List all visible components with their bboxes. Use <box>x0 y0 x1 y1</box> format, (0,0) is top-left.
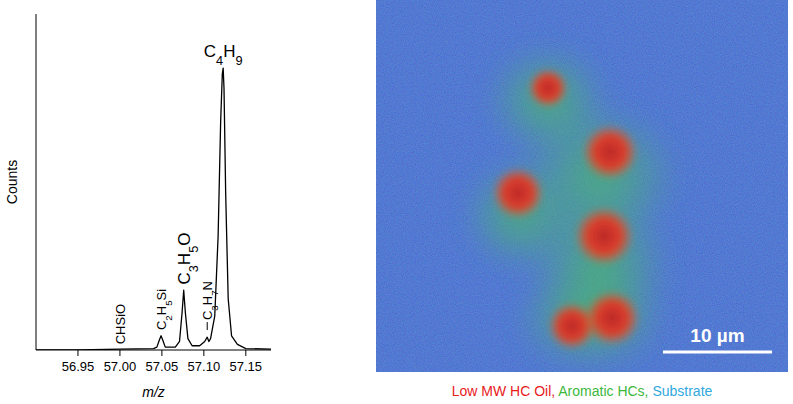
plot-area <box>36 68 271 350</box>
oil-droplets <box>492 68 640 350</box>
x-tick <box>77 350 78 356</box>
peak-label: CHSiO <box>113 304 128 344</box>
droplet <box>528 68 568 108</box>
droplet <box>582 124 638 180</box>
scale-bar <box>663 351 772 354</box>
image-legend: Low MW HC Oil, Aromatic HCs, Substrate <box>452 383 713 399</box>
legend-entry: Aromatic HCs, <box>555 383 648 399</box>
spectrum-chart: 56.95 57.00 57.05 57.10 57.15 m/z Counts CHSiO C… <box>4 14 271 400</box>
legend-entry: Substrate <box>649 383 713 399</box>
x-tick <box>119 350 120 356</box>
x-tick-label: 57.00 <box>104 359 137 374</box>
x-tick <box>203 350 204 356</box>
peak-label: C4H9 <box>204 42 243 68</box>
peak-label: C3H5O <box>175 233 201 285</box>
image-ground <box>376 0 788 372</box>
y-axis <box>36 14 37 350</box>
x-axis <box>36 350 271 351</box>
annotation-leader <box>207 322 208 330</box>
droplet <box>574 206 634 266</box>
legend-entry: Low MW HC Oil, <box>452 383 555 399</box>
figure: 56.95 57.00 57.05 57.10 57.15 m/z Counts CHSiO C… <box>0 0 793 404</box>
x-axis-title: m/z <box>142 384 165 400</box>
spectrum-line <box>36 68 271 350</box>
x-tick <box>245 350 246 356</box>
x-tick-label: 56.95 <box>62 359 95 374</box>
x-tick-label: 57.15 <box>230 359 263 374</box>
droplet <box>584 290 640 346</box>
x-tick-label: 57.10 <box>188 359 221 374</box>
x-tick <box>161 350 162 356</box>
peak-label: C2H5Si <box>154 289 174 330</box>
aromatic-region <box>465 45 680 370</box>
image-noise <box>376 0 788 372</box>
peak-label: C3H7N <box>200 281 220 320</box>
droplet <box>492 167 544 219</box>
scale-bar-label: 10 µm <box>690 325 744 346</box>
x-tick-label: 57.05 <box>146 359 179 374</box>
chemical-image <box>376 0 788 372</box>
y-axis-title: Counts <box>4 160 20 204</box>
